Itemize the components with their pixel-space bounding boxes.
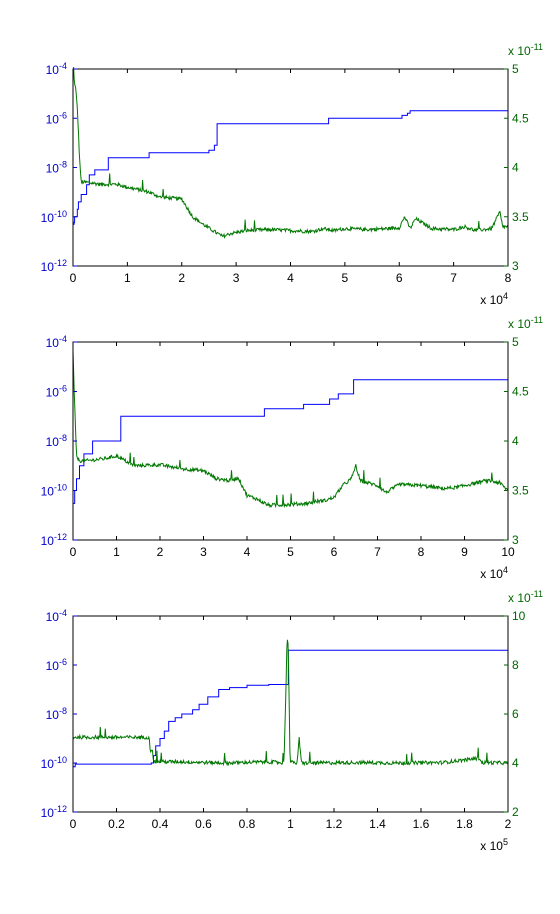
left-y-tick-label: 10-12	[41, 804, 67, 820]
right-y-tick-label: 4	[512, 756, 519, 770]
left-y-tick-label: 10-10	[41, 209, 67, 225]
x-tick-label: 7	[450, 271, 457, 285]
x-tick-label: 6	[331, 545, 338, 559]
x-tick-label: 0	[70, 545, 77, 559]
right-y-tick-label: 3	[512, 533, 519, 547]
x-tick-label: 3	[233, 271, 240, 285]
x-tick-label: 5	[287, 545, 294, 559]
left-y-tick-label: 10-6	[46, 384, 67, 400]
x-tick-label: 4	[244, 545, 251, 559]
x-tick-label: 3	[200, 545, 207, 559]
chart-panel-2: 0 1 2 3 4 5 6 7 8 9 10 x 104 10-12 10-10 10-8 10-6 10-4 3…	[41, 315, 543, 581]
left-y-tick-label: 10-4	[46, 334, 67, 350]
left-y-tick-label: 10-8	[46, 160, 67, 176]
right-y-tick-label: 3	[512, 259, 519, 273]
right-y-tick-label: 5	[512, 335, 519, 349]
x-tick-label: 1	[287, 817, 294, 831]
right-axis-multiplier-label: x 10-11	[508, 315, 543, 331]
left-y-tick-label: 10-4	[46, 608, 67, 624]
x-tick-label: 0.4	[152, 817, 169, 831]
right-y-tick-label: 2	[512, 805, 519, 819]
plot-area-frame	[72, 341, 509, 541]
right-y-tick-label: 3.5	[512, 210, 529, 224]
right-y-tick-label: 4.5	[512, 385, 529, 399]
left-y-tick-label: 10-12	[41, 258, 67, 274]
x-tick-label: 4	[287, 271, 294, 285]
series-green-line	[72, 639, 509, 767]
right-y-tick-label: 4	[512, 434, 519, 448]
left-y-tick-label: 10-4	[46, 61, 67, 77]
series-green-line	[72, 66, 508, 239]
x-tick-label: 1.6	[413, 817, 430, 831]
chart-panel-3: 0 0.2 0.4 0.6 0.8 1 1.2 1.4 1.6 1.8 2 x 105 10-12 10-…	[41, 589, 543, 853]
x-tick-label: 1.8	[456, 817, 473, 831]
x-tick-label: 9	[461, 545, 468, 559]
series-blue-line	[73, 649, 508, 768]
right-axis-multiplier-label: x 10-11	[508, 42, 543, 58]
right-y-tick-label: 4.5	[512, 111, 529, 125]
right-y-tick-label: 4	[512, 161, 519, 175]
x-axis-multiplier-label: x 105	[480, 837, 508, 853]
x-tick-label: 0.2	[108, 817, 125, 831]
x-tick-label: 8	[505, 271, 512, 285]
plot-area-frame	[72, 615, 509, 813]
left-y-tick-label: 10-10	[41, 483, 67, 499]
x-axis-multiplier-label: x 104	[480, 291, 508, 307]
series-green-line	[72, 350, 509, 509]
x-tick-label: 1	[124, 271, 131, 285]
x-tick-label: 6	[396, 271, 403, 285]
x-tick-label: 1.2	[326, 817, 343, 831]
x-axis-multiplier-label: x 104	[480, 565, 508, 581]
series-blue-line	[73, 109, 509, 225]
x-tick-label: 0.6	[195, 817, 212, 831]
x-tick-label: 2	[505, 817, 512, 831]
left-y-tick-label: 10-10	[41, 755, 67, 771]
series-blue-line	[73, 379, 508, 504]
x-tick-label: 1.4	[369, 817, 386, 831]
left-y-tick-label: 10-8	[46, 433, 67, 449]
right-y-tick-label: 6	[512, 707, 519, 721]
x-tick-label: 8	[418, 545, 425, 559]
left-y-tick-label: 10-12	[41, 532, 67, 548]
right-y-tick-label: 8	[512, 658, 519, 672]
x-tick-label: 0	[70, 271, 77, 285]
plot-area-frame	[72, 68, 509, 267]
right-y-tick-label: 10	[512, 609, 526, 623]
left-y-tick-label: 10-6	[46, 657, 67, 673]
left-y-tick-label: 10-8	[46, 706, 67, 722]
right-axis-multiplier-label: x 10-11	[508, 589, 543, 605]
x-tick-label: 10	[501, 545, 515, 559]
chart-panel-1: 0 1 2 3 4 5 6 7 8 x 104 10-12 10-10 10-8 10-6 10-4 3 3.5…	[41, 42, 543, 307]
x-tick-label: 2	[178, 271, 185, 285]
x-tick-label: 2	[157, 545, 164, 559]
x-tick-label: 7	[374, 545, 381, 559]
right-y-tick-label: 5	[512, 62, 519, 76]
left-y-tick-label: 10-6	[46, 110, 67, 126]
x-tick-label: 0.8	[239, 817, 256, 831]
x-tick-label: 0	[70, 817, 77, 831]
x-tick-label: 5	[342, 271, 349, 285]
right-y-tick-label: 3.5	[512, 484, 529, 498]
x-tick-label: 1	[113, 545, 120, 559]
